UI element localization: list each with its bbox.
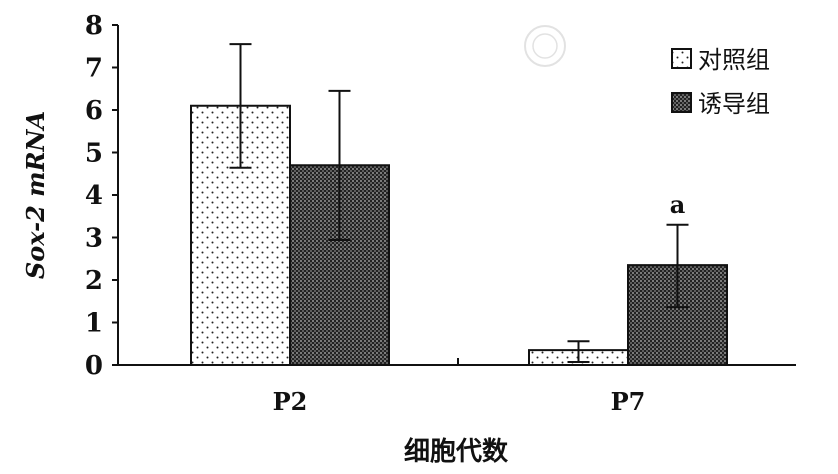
y-tick-label: 8 (85, 11, 103, 41)
x-tick-label: P2 (273, 387, 308, 416)
y-axis-ticks: 0 1 2 3 4 5 6 7 8 (85, 11, 118, 381)
legend-swatch-control (671, 48, 692, 69)
y-tick-label: 0 (85, 351, 103, 381)
legend-swatch-induced (671, 92, 692, 113)
x-axis-label: 细胞代数 (404, 436, 509, 467)
x-axis-ticks: P2 P7 (273, 387, 646, 416)
bars: a (190, 43, 728, 366)
y-tick-label: 6 (85, 96, 103, 126)
y-tick-label: 7 (85, 54, 103, 84)
watermark (524, 25, 566, 67)
y-tick-label: 3 (85, 224, 103, 254)
legend-label-control: 对照组 (698, 46, 770, 74)
x-tick-label: P7 (611, 387, 646, 416)
y-tick-label: 2 (85, 266, 103, 296)
y-tick-label: 1 (85, 309, 103, 339)
legend-label-induced: 诱导组 (698, 90, 770, 118)
y-tick-label: 4 (85, 181, 103, 211)
y-tick-label: 5 (85, 139, 103, 169)
legend: 对照组 诱导组 (671, 46, 770, 118)
significance-annotation: a (670, 190, 686, 219)
y-axis-label: Sox-2 mRNA (21, 111, 50, 279)
